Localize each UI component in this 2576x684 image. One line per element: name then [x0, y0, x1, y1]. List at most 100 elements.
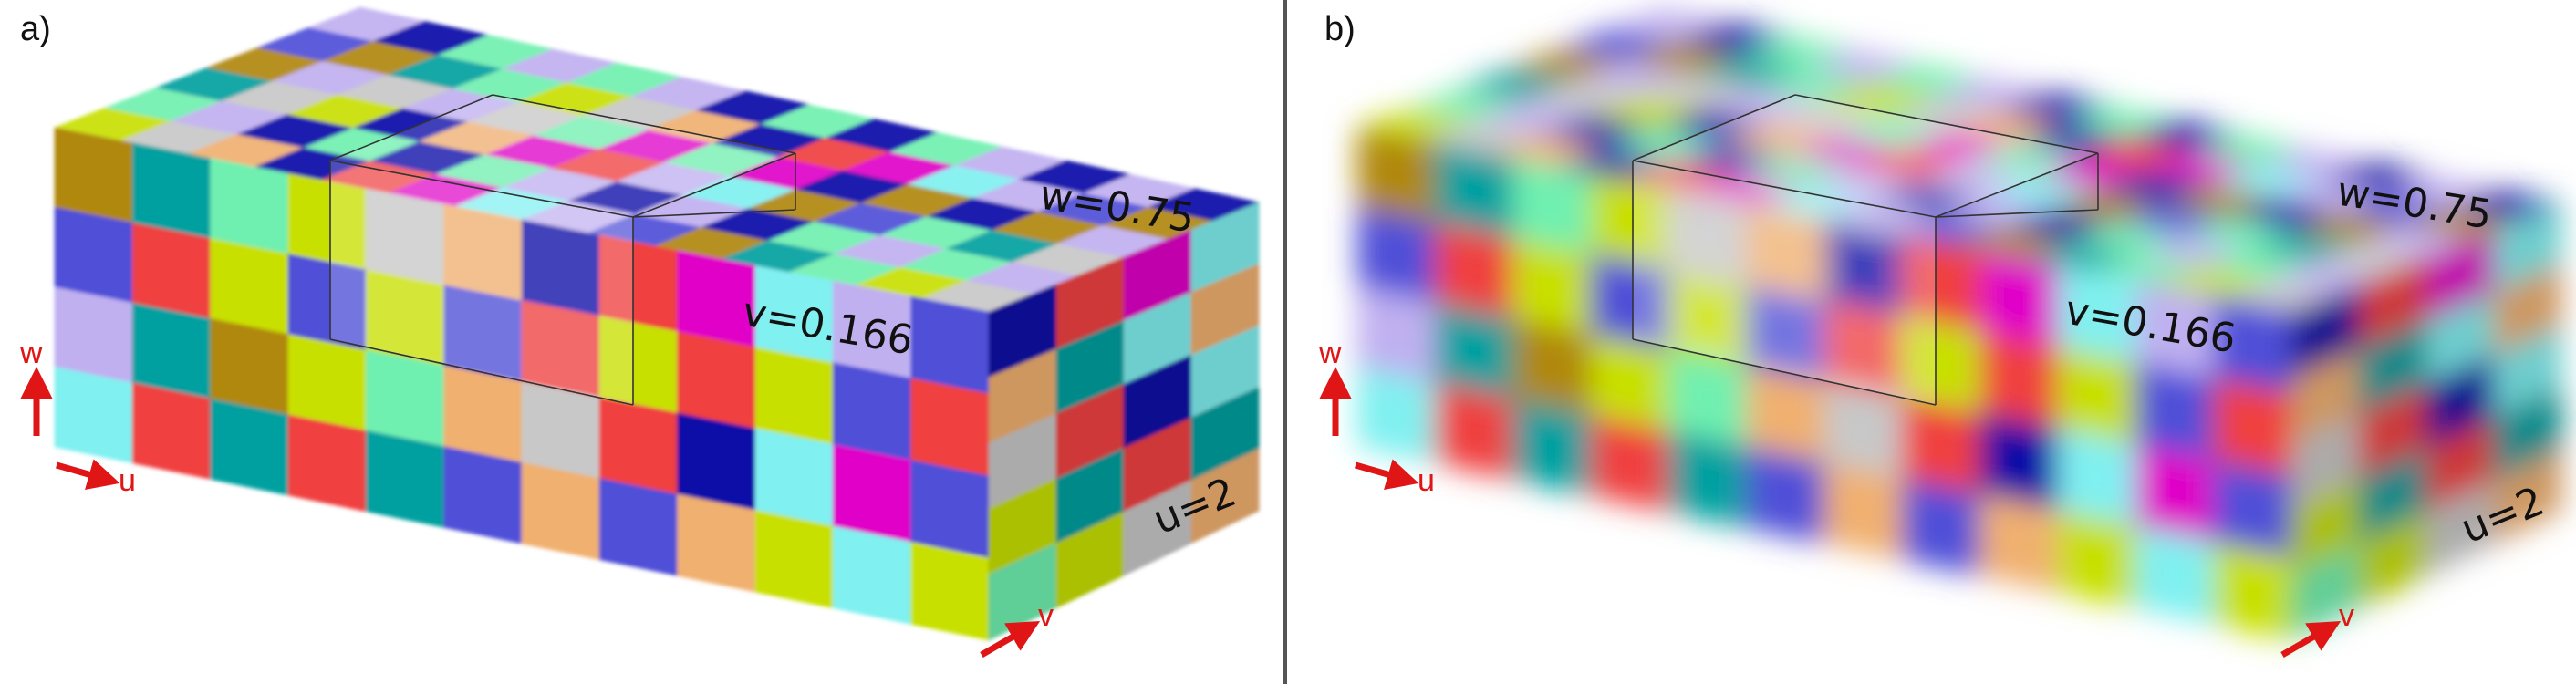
top-face-light: [53, 6, 1261, 313]
box-faces: [1356, 6, 2563, 641]
front-face-cell: [1979, 331, 2059, 430]
front-face-cell: [210, 238, 289, 336]
axis-u-label: u: [119, 463, 136, 498]
front-face-cell: [1512, 318, 1592, 416]
front-face-cell: [521, 461, 600, 561]
front-face-cell: [2135, 444, 2215, 543]
front-face-cell: [1434, 302, 1514, 399]
v-arrow-icon: [980, 621, 1041, 658]
front-face-cell: [1356, 127, 1436, 223]
cutout-edge: [632, 209, 796, 218]
top-face-light: [1356, 6, 2563, 313]
axis-indicator: w u v: [19, 336, 1054, 658]
front-face-cell: [521, 381, 600, 480]
front-face-cell: [131, 142, 212, 240]
front-face-cell: [131, 302, 212, 399]
front-face-cell: [910, 295, 990, 395]
front-face-cell: [1434, 382, 1514, 480]
front-face-cell: [754, 428, 834, 527]
front-face-cell: [1901, 397, 1981, 495]
front-face-cell: [1590, 334, 1669, 431]
cutout-edge: [1632, 160, 1937, 218]
front-face-cell: [832, 444, 912, 543]
front-face-cell: [754, 510, 834, 609]
u-arrow-icon: [1355, 459, 1419, 491]
front-face-cell: [443, 446, 523, 544]
front-face-cell: [210, 398, 289, 496]
front-face-cell: [1356, 367, 1436, 464]
cutout-edge: [1794, 94, 2099, 154]
front-face-cell: [1667, 430, 1748, 528]
axis-indicator: w u v: [1318, 336, 2354, 658]
front-face-cell: [910, 378, 990, 477]
panel-a-label: a): [20, 10, 51, 48]
cutout-edge: [329, 160, 634, 218]
front-face-cell: [54, 207, 133, 304]
cutout-outline: [1631, 94, 2100, 406]
front-face-cell: [131, 223, 212, 319]
front-face-cell: [1512, 398, 1592, 496]
front-face-cell: [1823, 461, 1903, 561]
front-face-cell: [1434, 142, 1514, 240]
cutout-edge: [1935, 209, 2099, 218]
front-face-cell: [2213, 378, 2292, 477]
front-face-cell: [1823, 381, 1903, 480]
cutout-edge: [632, 152, 796, 218]
front-face-cell: [54, 127, 133, 223]
front-face-cell: [832, 525, 912, 625]
checker-box-blurred: [1356, 6, 2563, 641]
cutout-edge: [1632, 338, 1937, 406]
checker-box-sharp: [53, 6, 1261, 641]
front-face-cell: [365, 349, 445, 448]
axis-v-label: v: [1038, 598, 1054, 633]
panel-b: b) w=0.75 v=0.166 u=2 w u v: [1318, 6, 2563, 658]
front-face-cell: [54, 367, 133, 464]
box-faces: [53, 6, 1261, 641]
front-face-cell: [598, 478, 679, 576]
front-face-cell: [754, 347, 834, 445]
front-face-cell: [677, 331, 756, 430]
front-face-cell: [287, 334, 367, 431]
front-face-cell: [287, 414, 367, 513]
front-face-cell: [2135, 362, 2215, 461]
cutout-edge: [329, 94, 493, 161]
v-arrow-icon: [2280, 621, 2342, 658]
front-face-cell: [1590, 414, 1669, 513]
cutout-edge: [1632, 94, 1796, 161]
front-face-cell: [2213, 542, 2292, 641]
front-face-cell: [2213, 460, 2292, 559]
front-face-cell: [1979, 250, 2059, 348]
front-face-cell: [1746, 446, 1825, 544]
front-face-cell: [2057, 347, 2136, 445]
axis-u-label: u: [1418, 463, 1435, 498]
front-face-cell: [2057, 510, 2136, 609]
front-face-cell: [1356, 286, 1436, 384]
front-face-cell: [2057, 428, 2136, 527]
axis-w-label: w: [1318, 336, 1342, 370]
front-face-cell: [832, 362, 912, 461]
panel-a: a) w=0.75 v=0.166 u=2 w u v: [19, 6, 1261, 658]
front-face-cell: [1979, 412, 2059, 512]
front-face-cell: [910, 460, 990, 559]
front-face-cell: [910, 542, 990, 641]
front-face-cell: [1512, 158, 1592, 255]
axis-w-label: w: [19, 336, 43, 370]
panel-b-label: b): [1324, 10, 1356, 48]
cutout-edge: [1935, 152, 2099, 218]
front-face-cell: [598, 397, 679, 495]
axis-v-label: v: [2339, 598, 2354, 633]
front-face-cell: [210, 318, 289, 416]
cutout-outline: [328, 94, 797, 406]
front-face-cell: [443, 365, 523, 463]
front-face-cell: [1512, 238, 1592, 336]
front-face-cell: [1901, 478, 1981, 576]
front-face-cell: [677, 412, 756, 512]
front-face-cell: [1667, 349, 1748, 448]
front-face-cell: [2135, 525, 2215, 625]
front-face-cell: [1434, 223, 1514, 319]
front-face-cell: [210, 158, 289, 255]
cutout-edge: [492, 94, 796, 154]
front-face-cell: [1979, 493, 2059, 593]
front-face-cell: [1746, 365, 1825, 463]
